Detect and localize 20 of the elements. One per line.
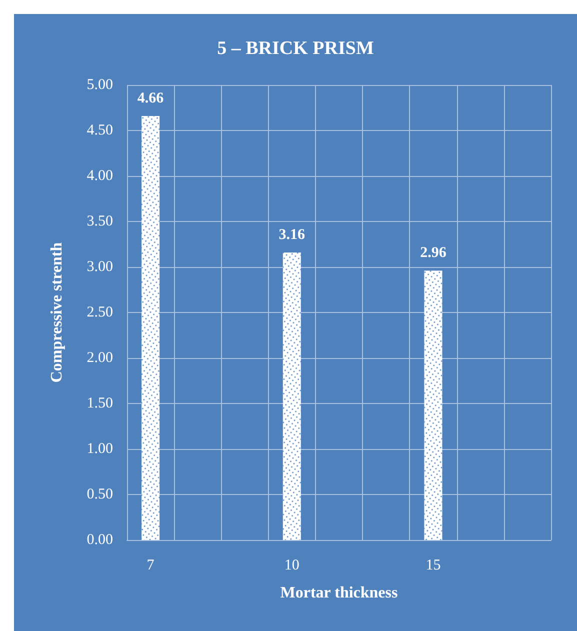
y-tick-label: 5.00: [86, 77, 113, 93]
y-tick-label: 3.00: [86, 259, 113, 275]
y-tick-label: 0.00: [86, 532, 113, 548]
y-tick-label: 2.50: [86, 304, 113, 320]
x-tick-label: 15: [426, 558, 441, 574]
y-tick-label: 4.50: [86, 122, 113, 138]
y-tick-label: 1.50: [86, 396, 113, 412]
y-tick-label: 0.50: [86, 486, 113, 502]
data-label: 3.16: [278, 226, 306, 243]
data-label: 4.66: [137, 90, 164, 106]
y-tick-label: 1.00: [86, 441, 113, 457]
y-tick-label: 2.00: [86, 350, 113, 366]
x-tick-label: 10: [284, 558, 300, 574]
x-tick-label: 7: [146, 558, 155, 574]
y-tick-label: 4.00: [86, 168, 113, 184]
data-label: 2.96: [420, 245, 447, 262]
chart-title: 5 – BRICK PRISM: [217, 38, 374, 59]
x-axis-title: Mortar thickness: [280, 584, 398, 602]
y-axis-title: Compressive strenth: [48, 242, 66, 383]
y-tick-label: 3.50: [86, 214, 113, 230]
